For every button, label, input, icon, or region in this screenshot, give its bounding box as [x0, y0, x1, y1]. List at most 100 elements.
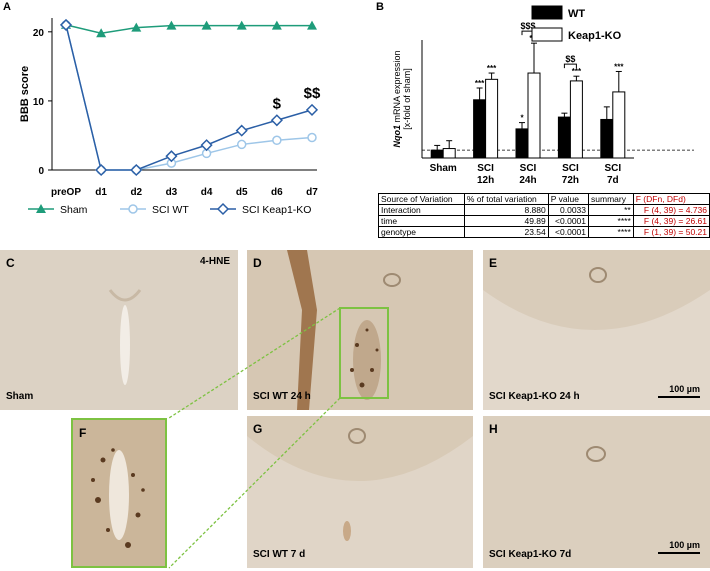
- y-axis-label-line2: [x-fold of sham]: [402, 68, 412, 130]
- panel-letter-a: A: [3, 1, 11, 13]
- tissue-texture: [287, 250, 401, 410]
- data-point: [272, 135, 282, 146]
- data-point: [131, 22, 142, 32]
- table-header-row: Source of Variation % of total variation…: [378, 193, 710, 205]
- bracket-label: $$$: [520, 21, 535, 31]
- panel-letter-g: G: [253, 422, 263, 436]
- data-point: [59, 18, 73, 31]
- legend-marker: [216, 202, 230, 216]
- data-point: [95, 163, 108, 177]
- panel-letter-c: C: [6, 256, 15, 270]
- panel-letter-d: D: [253, 256, 262, 270]
- significance-bracket: [563, 63, 577, 69]
- nqo1-expression-chart: Nqo1 mRNA expression [x-fold of sham] Sham…: [392, 5, 694, 186]
- x-tick-label: 24h: [519, 175, 536, 186]
- series-line: [65, 24, 312, 34]
- star-label: *: [520, 114, 524, 123]
- data-point: [270, 114, 283, 127]
- x-tick-label: d3: [166, 187, 178, 198]
- table-cell: ****: [588, 226, 634, 238]
- data-point: [201, 20, 212, 30]
- panel-letter-b: B: [376, 1, 384, 13]
- x-tick-label: d4: [201, 187, 213, 198]
- bracket-label: $$: [565, 54, 575, 64]
- x-tick-label: d6: [271, 187, 283, 198]
- x-tick-label: d5: [236, 187, 248, 198]
- micrograph-label: SCI Keap1-KO 7d: [489, 549, 572, 560]
- micrograph-e: E 100 µm SCI Keap1-KO 24 h: [483, 250, 710, 410]
- legend-label: WT: [568, 8, 585, 20]
- legend-label: SCI Keap1-KO: [242, 204, 311, 216]
- data-point: [166, 20, 177, 30]
- tissue-texture: [483, 267, 710, 410]
- x-tick-label: d1: [95, 187, 107, 198]
- y-tick-label: 0: [38, 166, 44, 177]
- micrograph-d: D SCI WT 24 h: [247, 250, 473, 410]
- tissue-texture: [108, 289, 142, 385]
- legend-swatch: [531, 5, 563, 20]
- x-tick-label: 7d: [607, 175, 619, 186]
- micrograph-c: C 4-HNE Sham: [0, 250, 238, 410]
- legend-swatch: [531, 27, 563, 42]
- stain-label: 4-HNE: [199, 256, 230, 267]
- data-point: [200, 139, 213, 152]
- panel-letter-f: F: [79, 426, 87, 440]
- scale-bar: [658, 396, 700, 398]
- data-point: [130, 163, 143, 177]
- legend-label: SCI WT: [152, 204, 189, 216]
- micrograph-label: SCI Keap1-KO 24 h: [489, 391, 580, 402]
- star-label: ***: [487, 64, 497, 73]
- table-row: Interaction 8.880 0.0033 ** F (4, 39) = …: [378, 204, 710, 216]
- table-row: genotype 23.54 <0.0001 **** F (1, 39) = …: [378, 226, 710, 238]
- significance-annotation: $$: [304, 85, 321, 102]
- x-tick-label: SCI: [604, 163, 621, 174]
- significance-annotation: $: [273, 95, 282, 112]
- tissue-texture: [247, 428, 473, 568]
- y-axis-label-line1: Nqo1 mRNA expression: [392, 50, 402, 147]
- micrograph-h: H 100 µm SCI Keap1-KO 7d: [483, 416, 710, 568]
- micrograph-label: SCI WT 24 h: [253, 391, 311, 402]
- x-tick-label: Sham: [430, 163, 457, 174]
- star-label: ***: [614, 62, 624, 71]
- scale-bar-label: 100 µm: [669, 384, 700, 394]
- micrograph-f: F: [71, 418, 167, 568]
- micrograph-g: G SCI WT 7 d: [247, 416, 473, 568]
- x-tick-label: SCI: [562, 163, 579, 174]
- data-point: [307, 20, 317, 30]
- y-tick-label: 10: [33, 97, 45, 108]
- x-tick-label: 72h: [562, 175, 579, 186]
- micrograph-label: Sham: [6, 391, 34, 402]
- tissue-texture: [586, 446, 606, 462]
- legend-label: Sham: [60, 204, 88, 216]
- data-point: [307, 132, 317, 143]
- data-point: [236, 139, 247, 150]
- panel-letter-h: H: [489, 422, 498, 436]
- star-label: ***: [475, 79, 485, 88]
- x-tick-label: d2: [130, 187, 142, 198]
- legend-label: Keap1-KO: [568, 30, 622, 42]
- data-point: [305, 103, 319, 116]
- star-label: ***: [572, 67, 582, 76]
- data-point: [271, 20, 282, 30]
- table-cell: <0.0001: [547, 226, 590, 238]
- x-tick-label: preOP: [51, 187, 81, 198]
- panel-letter-e: E: [489, 256, 498, 270]
- scale-bar-label: 100 µm: [669, 540, 700, 550]
- x-tick-label: SCI: [477, 163, 494, 174]
- x-tick-label: 12h: [477, 175, 494, 186]
- legend-marker: [128, 204, 138, 214]
- table-cell: genotype: [378, 226, 465, 238]
- data-point: [165, 150, 178, 163]
- tissue-texture: [91, 448, 145, 548]
- data-point: [236, 20, 247, 30]
- x-tick-label: d7: [306, 187, 318, 198]
- anova-table: Source of Variation % of total variation…: [378, 193, 710, 238]
- y-axis-label: BBB score: [19, 66, 31, 122]
- x-tick-label: SCI: [520, 163, 537, 174]
- table-cell: F (1, 39) = 50.21: [632, 226, 710, 238]
- scale-bar: [658, 552, 700, 554]
- data-point: [235, 124, 248, 137]
- y-tick-label: 20: [33, 28, 45, 39]
- legend-marker: [36, 204, 46, 213]
